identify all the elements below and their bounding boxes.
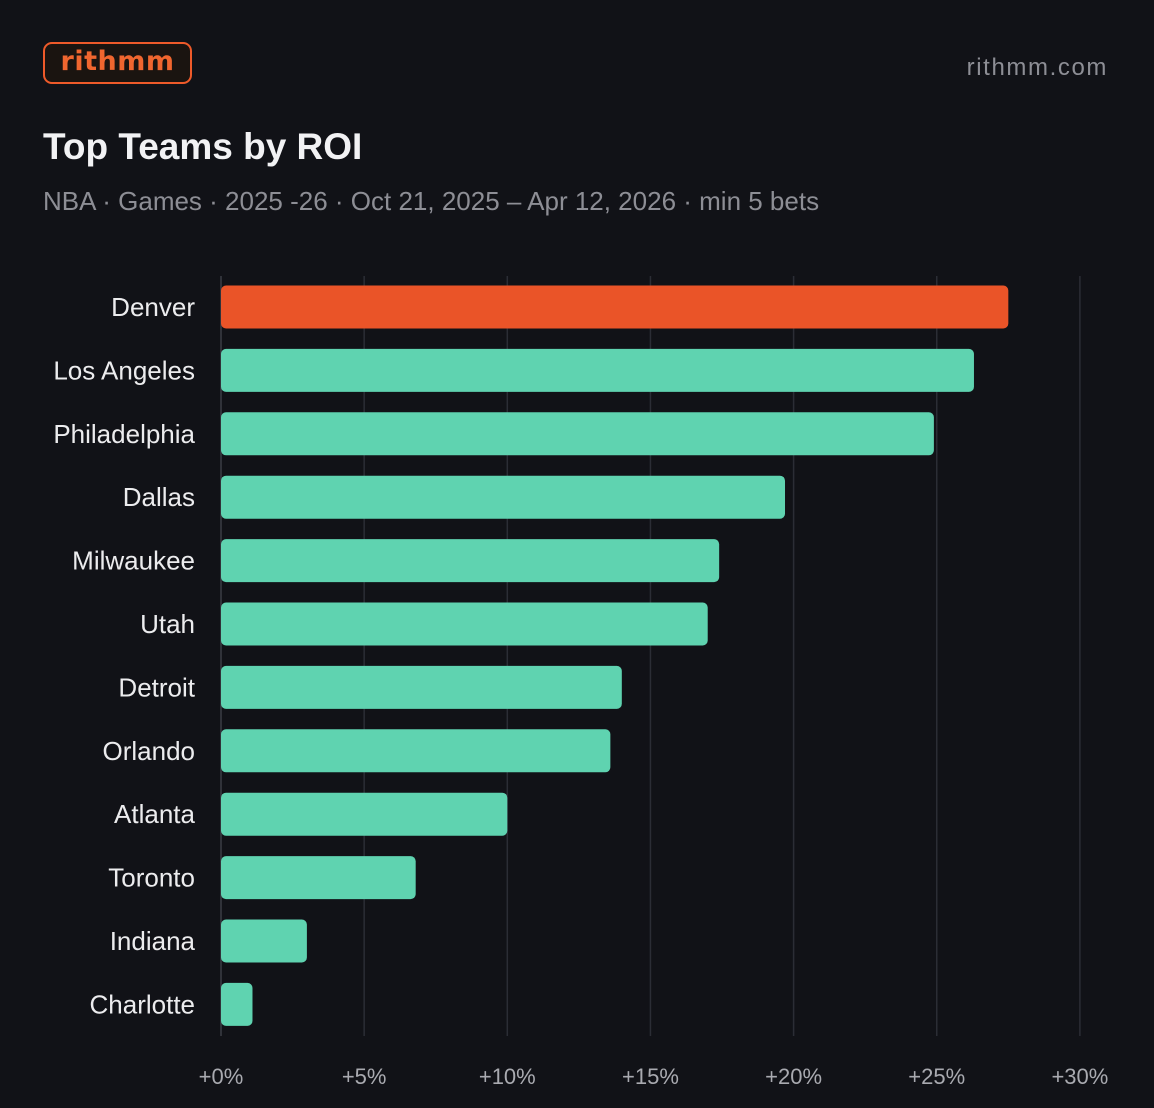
x-tick-label: +20% [765, 1064, 822, 1089]
x-tick-label: +5% [342, 1064, 387, 1089]
x-tick-label: +10% [479, 1064, 536, 1089]
category-label: Denver [111, 292, 195, 322]
grid-lines [220, 276, 1081, 1036]
category-labels: Denver Los Angeles Philadelphia Dallas Milwa… [53, 292, 195, 1019]
bar-orlando [221, 729, 611, 773]
bar-detroit [221, 665, 622, 709]
bar-toronto [221, 856, 416, 900]
bar-utah [221, 602, 708, 646]
rithmm-logo: rithmm [43, 42, 192, 84]
category-label: Charlotte [90, 989, 196, 1019]
site-url: rithmm.com [966, 54, 1108, 81]
x-tick-label: +15% [622, 1064, 679, 1089]
bar-milwaukee [221, 539, 720, 583]
bars [221, 285, 1009, 1026]
category-label: Los Angeles [53, 355, 195, 385]
bar-charlotte [221, 982, 253, 1026]
bar-dallas [221, 475, 786, 519]
chart-subtitle: NBA · Games · 2025 -26 · Oct 21, 2025 – … [43, 186, 820, 216]
x-tick-label: +30% [1051, 1064, 1108, 1089]
bar-denver [221, 285, 1009, 329]
bar-indiana [221, 919, 307, 963]
category-label: Atlanta [114, 799, 195, 829]
category-label: Milwaukee [72, 546, 195, 576]
category-label: Detroit [118, 672, 195, 702]
category-label: Toronto [108, 863, 195, 893]
bar-philadelphia [221, 412, 934, 456]
bar-los-angeles [221, 348, 974, 392]
x-tick-label: +0% [199, 1064, 244, 1089]
logo-text: rithmm [60, 46, 175, 77]
category-label: Utah [140, 609, 195, 639]
x-tick-labels: +0% +5% +10% +15% +20% +25% +30% [199, 1064, 1109, 1089]
category-label: Philadelphia [53, 419, 195, 449]
category-label: Dallas [123, 482, 195, 512]
bar-atlanta [221, 792, 508, 836]
chart-title: Top Teams by ROI [43, 126, 363, 167]
category-label: Orlando [103, 736, 196, 766]
x-tick-label: +25% [908, 1064, 965, 1089]
category-label: Indiana [110, 926, 196, 956]
